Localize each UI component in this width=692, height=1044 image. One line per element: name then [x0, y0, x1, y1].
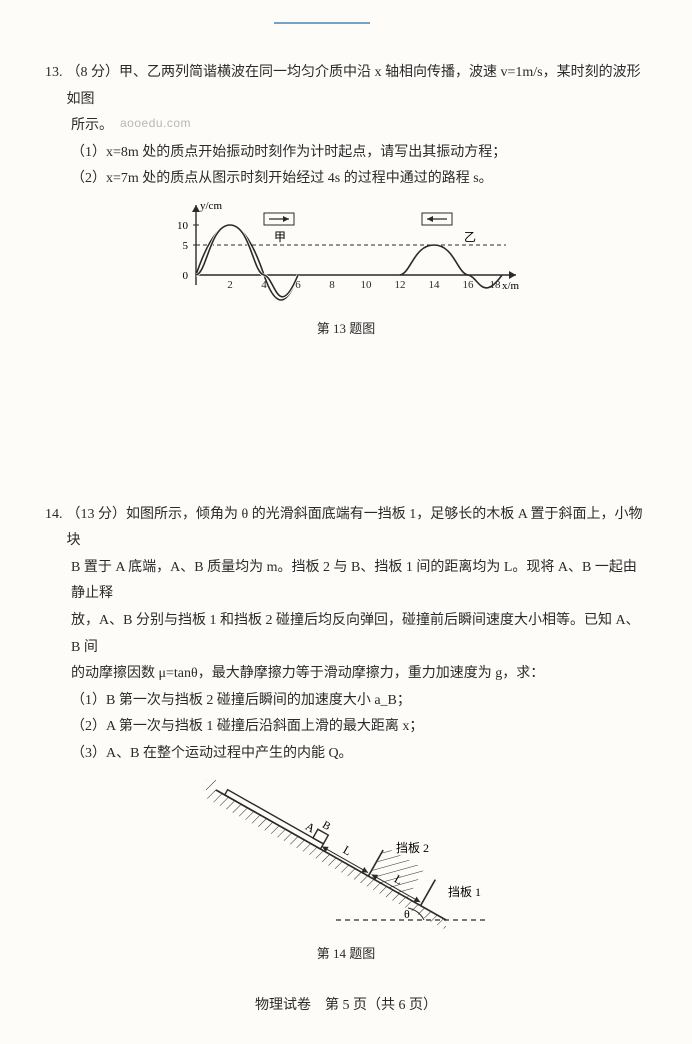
- ytick-5: 5: [183, 240, 189, 252]
- label-jia: 甲: [274, 230, 286, 244]
- q14-sub2: （2）A 第一次与挡板 1 碰撞后沿斜面上滑的最大距离 x；: [45, 714, 647, 741]
- q14-line3: 放，A、B 分别与挡板 1 和挡板 2 碰撞后均反向弹回，碰撞前后瞬间速度大小相…: [45, 608, 647, 661]
- q14-sub1: （1）B 第一次与挡板 2 碰撞后瞬间的加速度大小 a_B；: [45, 688, 647, 715]
- question-13: 13. （8 分）甲、乙两列简谐横波在同一均匀介质中沿 x 轴相向传播，波速 v…: [45, 60, 647, 342]
- q13-number: 13.: [45, 60, 63, 113]
- q14-figure: L L A B θ 挡板 2 挡板 1 第 14 题图: [45, 770, 647, 967]
- q13-figure-caption: 第 13 题图: [45, 317, 647, 342]
- ytick-0: 0: [183, 270, 189, 282]
- q13-sub2: （2）x=7m 处的质点从图示时刻开始经过 4s 的过程中通过的路程 s。: [45, 166, 647, 193]
- wave-yi: [400, 245, 502, 288]
- svg-text:18: 18: [490, 279, 502, 291]
- svg-text:14: 14: [429, 279, 441, 291]
- arrow-jia: [264, 213, 294, 225]
- q14-line4: 的动摩擦因数 μ=tanθ，最大静摩擦力等于滑动摩擦力，重力加速度为 g，求：: [45, 661, 647, 688]
- question-14: 14. （13 分）如图所示，倾角为 θ 的光滑斜面底端有一挡板 1，足够长的木…: [45, 502, 647, 967]
- svg-text:8: 8: [329, 279, 335, 291]
- x-axis-label: x/m: [502, 280, 520, 292]
- label-board2: 挡板 2: [396, 841, 429, 855]
- label-yi: 乙: [464, 230, 476, 244]
- q14-figure-caption: 第 14 题图: [45, 942, 647, 967]
- label-theta: θ: [404, 907, 410, 921]
- y-axis-label: y/cm: [200, 200, 222, 212]
- page-footer: 物理试卷 第 5 页（共 6 页）: [0, 994, 692, 1014]
- q13-points: （8 分）: [67, 65, 120, 80]
- ytick-10: 10: [177, 220, 189, 232]
- label-L1: L: [341, 842, 354, 858]
- label-board1: 挡板 1: [448, 885, 481, 899]
- arrow-yi: [422, 213, 452, 225]
- svg-text:10: 10: [361, 279, 373, 291]
- svg-text:12: 12: [395, 279, 406, 291]
- q14-line1: 如图所示，倾角为 θ 的光滑斜面底端有一挡板 1，足够长的木板 A 置于斜面上，…: [67, 507, 643, 549]
- q13-sub1: （1）x=8m 处的质点开始振动时刻作为计时起点，请写出其振动方程；: [45, 140, 647, 167]
- svg-text:2: 2: [227, 279, 233, 291]
- q14-points: （13 分）: [67, 507, 127, 522]
- q14-sub3: （3）A、B 在整个运动过程中产生的内能 Q。: [45, 741, 647, 768]
- watermark: aooedu.com: [120, 116, 191, 130]
- top-marker-line: [274, 14, 370, 24]
- q14-number: 14.: [45, 502, 63, 555]
- q13-figure: 5 10 0 y/cm x/m 2 4 6 8 10 12 14 16 18: [45, 195, 647, 342]
- svg-text:16: 16: [463, 279, 475, 291]
- q14-line2: B 置于 A 底端，A、B 质量均为 m。挡板 2 与 B、挡板 1 间的距离均…: [45, 555, 647, 608]
- q13-line1: 甲、乙两列简谐横波在同一均匀介质中沿 x 轴相向传播，波速 v=1m/s，某时刻…: [67, 65, 641, 107]
